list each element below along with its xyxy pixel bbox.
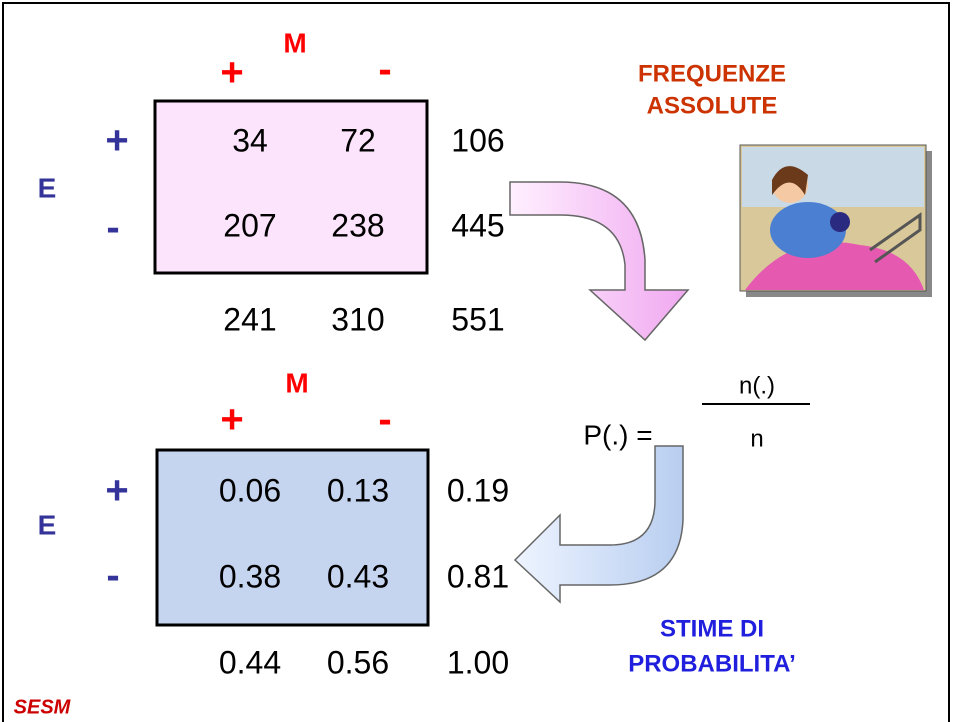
cell: 0.13 — [327, 472, 389, 508]
cell: 0.06 — [219, 472, 281, 508]
total: 551 — [451, 301, 504, 337]
cell: 0.81 — [447, 558, 509, 594]
cell: 207 — [223, 207, 276, 243]
total: 241 — [223, 301, 276, 337]
arrow — [510, 182, 688, 340]
table-box — [155, 101, 427, 273]
cell: 445 — [451, 207, 504, 243]
column-header: M — [285, 367, 308, 398]
row-header: E — [38, 509, 57, 540]
cell: 238 — [331, 207, 384, 243]
logo: SESM — [14, 696, 72, 718]
slide-border — [3, 3, 949, 722]
column-sign: - — [378, 48, 391, 92]
formula-numerator: n(.) — [739, 372, 775, 399]
total: 0.44 — [219, 644, 281, 680]
total: 310 — [331, 301, 384, 337]
column-header: M — [283, 27, 306, 58]
caption: FREQUENZE — [638, 60, 786, 87]
cell: 0.19 — [447, 472, 509, 508]
cell: 106 — [451, 122, 504, 158]
caption: STIME DI — [660, 615, 764, 642]
row-sign: - — [106, 554, 119, 598]
row-sign: - — [106, 206, 119, 250]
cell: 34 — [232, 122, 268, 158]
total: 0.56 — [327, 644, 389, 680]
illustration — [740, 145, 932, 297]
caption: ASSOLUTE — [647, 92, 778, 119]
row-header: E — [38, 172, 57, 203]
formula-denominator: n — [750, 425, 763, 452]
cell: 0.38 — [219, 558, 281, 594]
cell: 72 — [340, 122, 376, 158]
formula-left: P(.) = — [583, 419, 652, 450]
slide: M + - E + - M + - E + - FREQUENZE ASSOLU… — [0, 0, 953, 722]
column-sign: - — [378, 398, 391, 442]
column-sign: + — [220, 51, 243, 95]
row-sign: + — [105, 119, 128, 163]
arrow — [515, 446, 683, 602]
total: 1.00 — [447, 644, 509, 680]
cell: 0.43 — [327, 558, 389, 594]
row-sign: + — [105, 469, 128, 513]
caption: PROBABILITA’ — [628, 650, 796, 677]
column-sign: + — [220, 398, 243, 442]
